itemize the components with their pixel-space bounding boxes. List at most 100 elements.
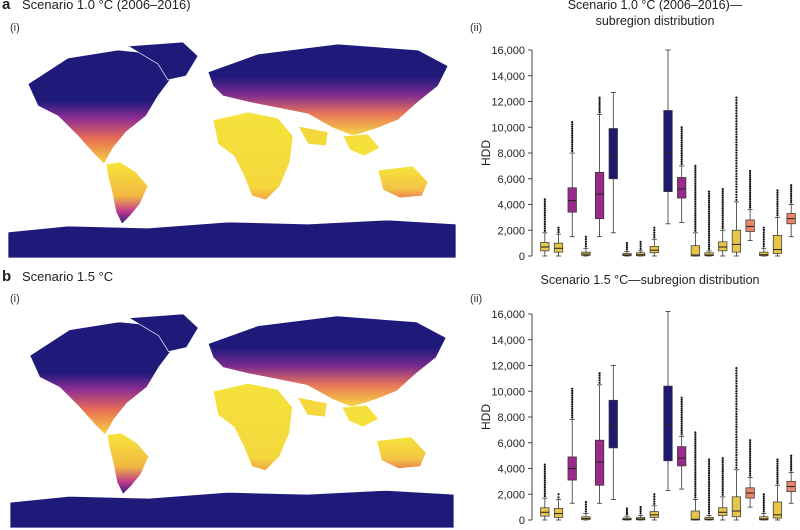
box-17 — [759, 493, 769, 521]
outlier-point — [543, 490, 546, 493]
y-axis-label: HDD — [479, 140, 493, 166]
outlier-point — [571, 416, 574, 419]
box-iqr — [718, 507, 728, 516]
outlier-point — [762, 503, 765, 507]
box-iqr — [772, 235, 783, 254]
outlier-point — [680, 411, 683, 414]
y-tick-label: 0 — [519, 251, 525, 263]
outlier-point — [707, 492, 711, 495]
outlier-point — [735, 430, 738, 434]
outlier-point — [776, 193, 779, 196]
outlier-point — [762, 495, 765, 498]
outlier-point — [694, 200, 697, 203]
outlier-point — [721, 472, 724, 475]
outlier-point — [735, 461, 738, 464]
outlier-point — [571, 396, 574, 399]
outlier-point — [571, 143, 574, 146]
outlier-point — [735, 410, 738, 413]
outlier-point — [749, 469, 752, 473]
box-12 — [690, 164, 700, 257]
outlier-point — [707, 458, 711, 461]
outlier-point — [694, 225, 697, 228]
outlier-point — [639, 245, 642, 248]
outlier-point — [707, 507, 711, 511]
panel-a-chart-label: (ii) — [470, 22, 483, 34]
outlier-point — [694, 227, 697, 230]
outlier-point — [694, 191, 697, 194]
outlier-point — [694, 173, 697, 176]
box-13 — [704, 458, 714, 521]
outlier-point — [721, 194, 724, 197]
outlier-point — [735, 412, 738, 416]
panel-a-map-label: (i) — [10, 22, 20, 34]
outlier-point — [584, 500, 587, 504]
box-iqr — [731, 496, 742, 518]
outlier-point — [735, 99, 738, 102]
outlier-point — [762, 242, 765, 246]
outlier-point — [571, 398, 574, 401]
outlier-point — [571, 134, 574, 137]
outlier-point — [776, 458, 779, 461]
panel-a-letter: a — [2, 0, 11, 13]
outlier-point — [749, 454, 752, 457]
outlier-point — [694, 476, 697, 479]
outlier-point — [735, 382, 738, 385]
outlier-point — [721, 489, 724, 492]
outlier-point — [598, 102, 601, 106]
outlier-point — [694, 196, 697, 199]
outlier-point — [721, 198, 724, 202]
outlier-point — [721, 227, 724, 230]
outlier-point — [694, 482, 697, 486]
world-map-a — [8, 41, 456, 258]
outlier-point — [707, 208, 711, 211]
outlier-point — [584, 237, 587, 241]
outlier-point — [721, 207, 724, 210]
outlier-point — [707, 496, 711, 499]
outlier-point — [735, 423, 738, 426]
outlier-point — [735, 177, 738, 181]
outlier-point — [735, 183, 738, 186]
outlier-point — [762, 497, 765, 500]
outlier-point — [694, 211, 697, 215]
outlier-point — [543, 202, 546, 205]
outlier-point — [735, 154, 738, 157]
outlier-point — [543, 488, 546, 491]
outlier-point — [694, 209, 697, 212]
outlier-point — [790, 188, 793, 191]
outlier-point — [735, 125, 738, 128]
box-iqr — [553, 508, 564, 518]
outlier-point — [735, 146, 738, 149]
outlier-point — [680, 398, 683, 401]
outlier-point — [680, 158, 683, 161]
box-iqr — [759, 516, 769, 521]
outlier-point — [571, 145, 574, 148]
box-iqr — [690, 510, 700, 521]
outlier-point — [749, 169, 752, 173]
box-iqr — [553, 242, 564, 253]
outlier-point — [707, 480, 711, 484]
outlier-point — [707, 238, 711, 242]
outlier-point — [694, 487, 697, 490]
outlier-point — [625, 242, 629, 245]
outlier-point — [694, 216, 697, 219]
outlier-point — [680, 422, 683, 425]
outlier-point — [543, 463, 546, 466]
outlier-point — [762, 240, 765, 243]
outlier-point — [707, 483, 711, 486]
panel-b-chart-title: Scenario 1.5 °C—subregion distribution — [505, 272, 795, 288]
box-7 — [622, 242, 632, 257]
outlier-point — [735, 456, 738, 459]
outlier-point — [721, 491, 724, 494]
outlier-point — [790, 465, 793, 468]
outlier-point — [735, 133, 738, 136]
outlier-point — [749, 441, 752, 444]
outlier-point — [680, 160, 683, 163]
outlier-point — [707, 225, 711, 228]
box-18 — [772, 189, 783, 257]
panel-b-map-label: (i) — [10, 293, 20, 305]
outlier-point — [721, 482, 724, 486]
outlier-point — [735, 425, 738, 428]
outlier-point — [571, 138, 574, 141]
outlier-point — [749, 463, 752, 466]
outlier-point — [571, 125, 574, 128]
